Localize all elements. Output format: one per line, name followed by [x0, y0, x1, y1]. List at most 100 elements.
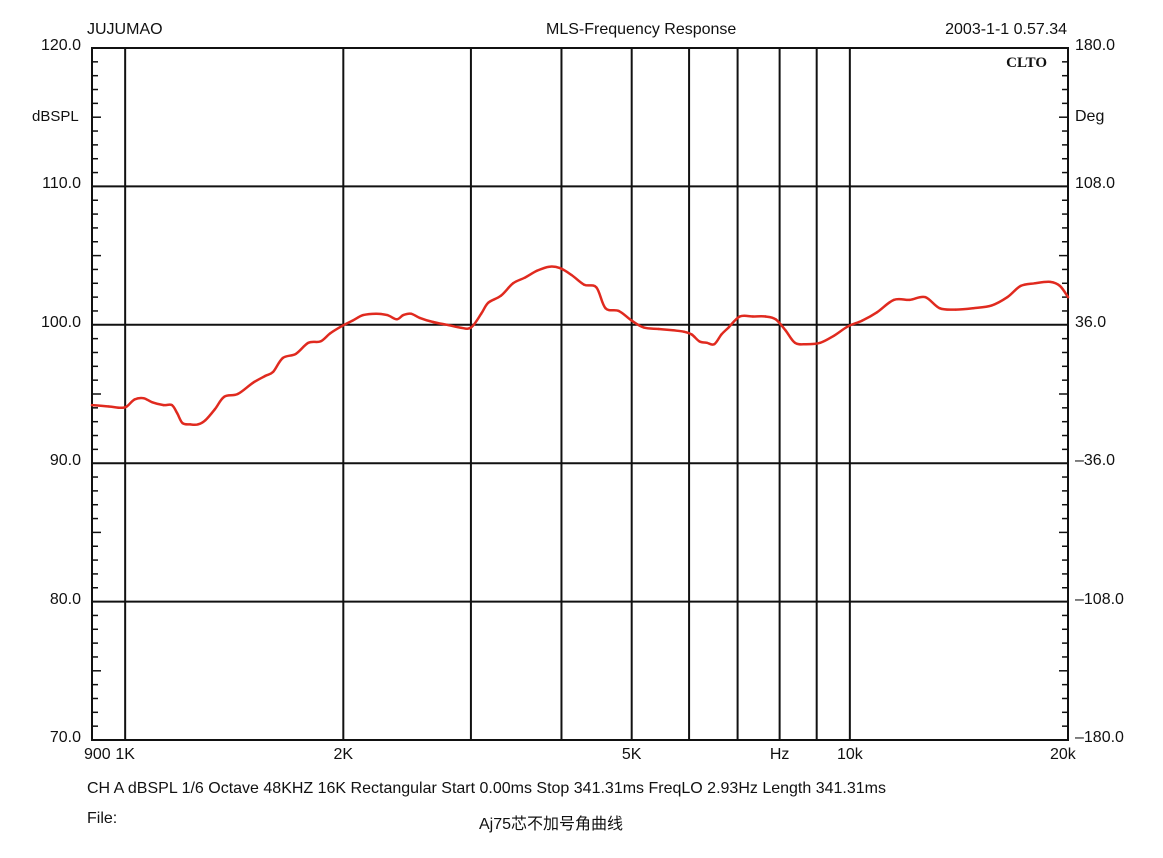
file-label: File:: [87, 810, 118, 827]
header-left: JUJUMAO: [87, 21, 163, 38]
x-tick-label: 10k: [836, 746, 863, 763]
data-point: [630, 319, 633, 322]
chart-title: MLS-Frequency Response: [546, 21, 737, 38]
data-point: [431, 320, 435, 324]
y-right-tick-label: 108.0: [1075, 175, 1116, 193]
data-point: [469, 326, 473, 329]
x-tick-label: 5K: [621, 746, 642, 763]
data-point: [923, 295, 927, 299]
data-point: [119, 406, 122, 409]
data-point: [570, 273, 573, 277]
data-point: [409, 312, 413, 315]
series-layer: [90, 265, 1070, 427]
y-left-tick-label: 70.0: [49, 729, 81, 746]
data-point: [738, 315, 741, 318]
data-point: [819, 341, 822, 344]
data-point: [418, 316, 421, 320]
data-point: [642, 326, 646, 329]
data-point: [1058, 284, 1062, 288]
data-point: [698, 340, 701, 343]
data-point: [375, 312, 378, 315]
data-point: [847, 325, 850, 328]
data-point: [236, 392, 239, 396]
data-point: [604, 307, 607, 310]
data-point: [204, 419, 207, 422]
data-point: [751, 315, 755, 318]
y-left-tick-label: 90.0: [49, 452, 81, 470]
data-point: [523, 276, 526, 279]
data-point: [445, 323, 449, 326]
data-point: [1049, 280, 1052, 284]
data-point: [271, 370, 275, 374]
header-timestamp: 2003-1-1 0.57.34: [945, 21, 1067, 38]
y-left-tick-label: 120.0: [40, 37, 81, 54]
data-point: [990, 304, 993, 307]
brand-logo: CLTO: [1006, 55, 1047, 71]
data-point: [361, 313, 365, 317]
data-point: [386, 313, 389, 317]
data-point: [142, 397, 145, 400]
y-left-tick-label: 80.0: [49, 590, 81, 608]
measurement-settings: CH A dBSPL 1/6 Octave 48KHZ 16K Rectangu…: [87, 780, 886, 797]
data-point: [793, 341, 797, 344]
axis-minor-ticks: [92, 61, 1068, 727]
data-point: [583, 283, 586, 286]
data-point: [499, 294, 503, 297]
grid: [91, 47, 1069, 741]
data-point: [861, 319, 864, 322]
data-point: [133, 398, 136, 401]
data-point: [713, 343, 716, 346]
data-point: [511, 282, 515, 285]
x-tick-label: 20k: [1049, 746, 1076, 763]
data-point: [657, 327, 660, 331]
data-point: [1066, 295, 1070, 299]
y-right-tick-label: –36.0: [1075, 452, 1116, 470]
data-point: [480, 312, 483, 315]
data-point: [954, 308, 957, 311]
data-point: [319, 340, 322, 343]
data-point: [1019, 284, 1022, 288]
data-point: [90, 403, 94, 407]
data-point: [459, 326, 462, 329]
data-point: [972, 307, 975, 310]
data-point: [727, 326, 730, 329]
data-point: [705, 341, 709, 344]
data-point: [181, 421, 184, 425]
data-point: [938, 307, 941, 310]
data-point: [176, 412, 179, 415]
data-point: [804, 343, 808, 346]
data-point: [595, 286, 598, 289]
y-axis-left-label: dBSPL: [32, 108, 79, 125]
y-right-tick-label: 36.0: [1075, 313, 1107, 331]
x-tick-label: 900: [83, 746, 111, 763]
data-point: [402, 313, 405, 317]
data-point: [908, 298, 911, 302]
y-left-tick-label: 110.0: [42, 175, 81, 193]
data-point: [395, 318, 398, 321]
data-point: [690, 333, 693, 336]
data-point: [189, 423, 192, 426]
data-point: [832, 334, 835, 338]
data-point: [196, 423, 200, 426]
data-point: [170, 403, 174, 407]
data-point: [263, 374, 267, 378]
y-right-tick-label: –108.0: [1075, 590, 1124, 608]
data-point: [774, 318, 777, 321]
data-point: [351, 319, 354, 322]
data-point: [1033, 282, 1037, 285]
data-point: [617, 309, 620, 313]
data-point: [548, 265, 551, 268]
data-point: [784, 329, 787, 332]
y-axis-right-label: Deg: [1075, 108, 1105, 125]
file-name: Aj75芯不加号角曲线: [479, 816, 624, 833]
data-point: [682, 330, 685, 333]
data-point: [329, 331, 332, 335]
x-tick-label: 1K: [115, 746, 135, 763]
data-point: [213, 408, 217, 411]
data-point: [223, 395, 226, 398]
y-left-tick-label: 100.0: [40, 313, 81, 331]
y-right-tick-label: 180.0: [1075, 37, 1116, 54]
data-point: [162, 403, 165, 407]
data-point: [671, 329, 675, 332]
